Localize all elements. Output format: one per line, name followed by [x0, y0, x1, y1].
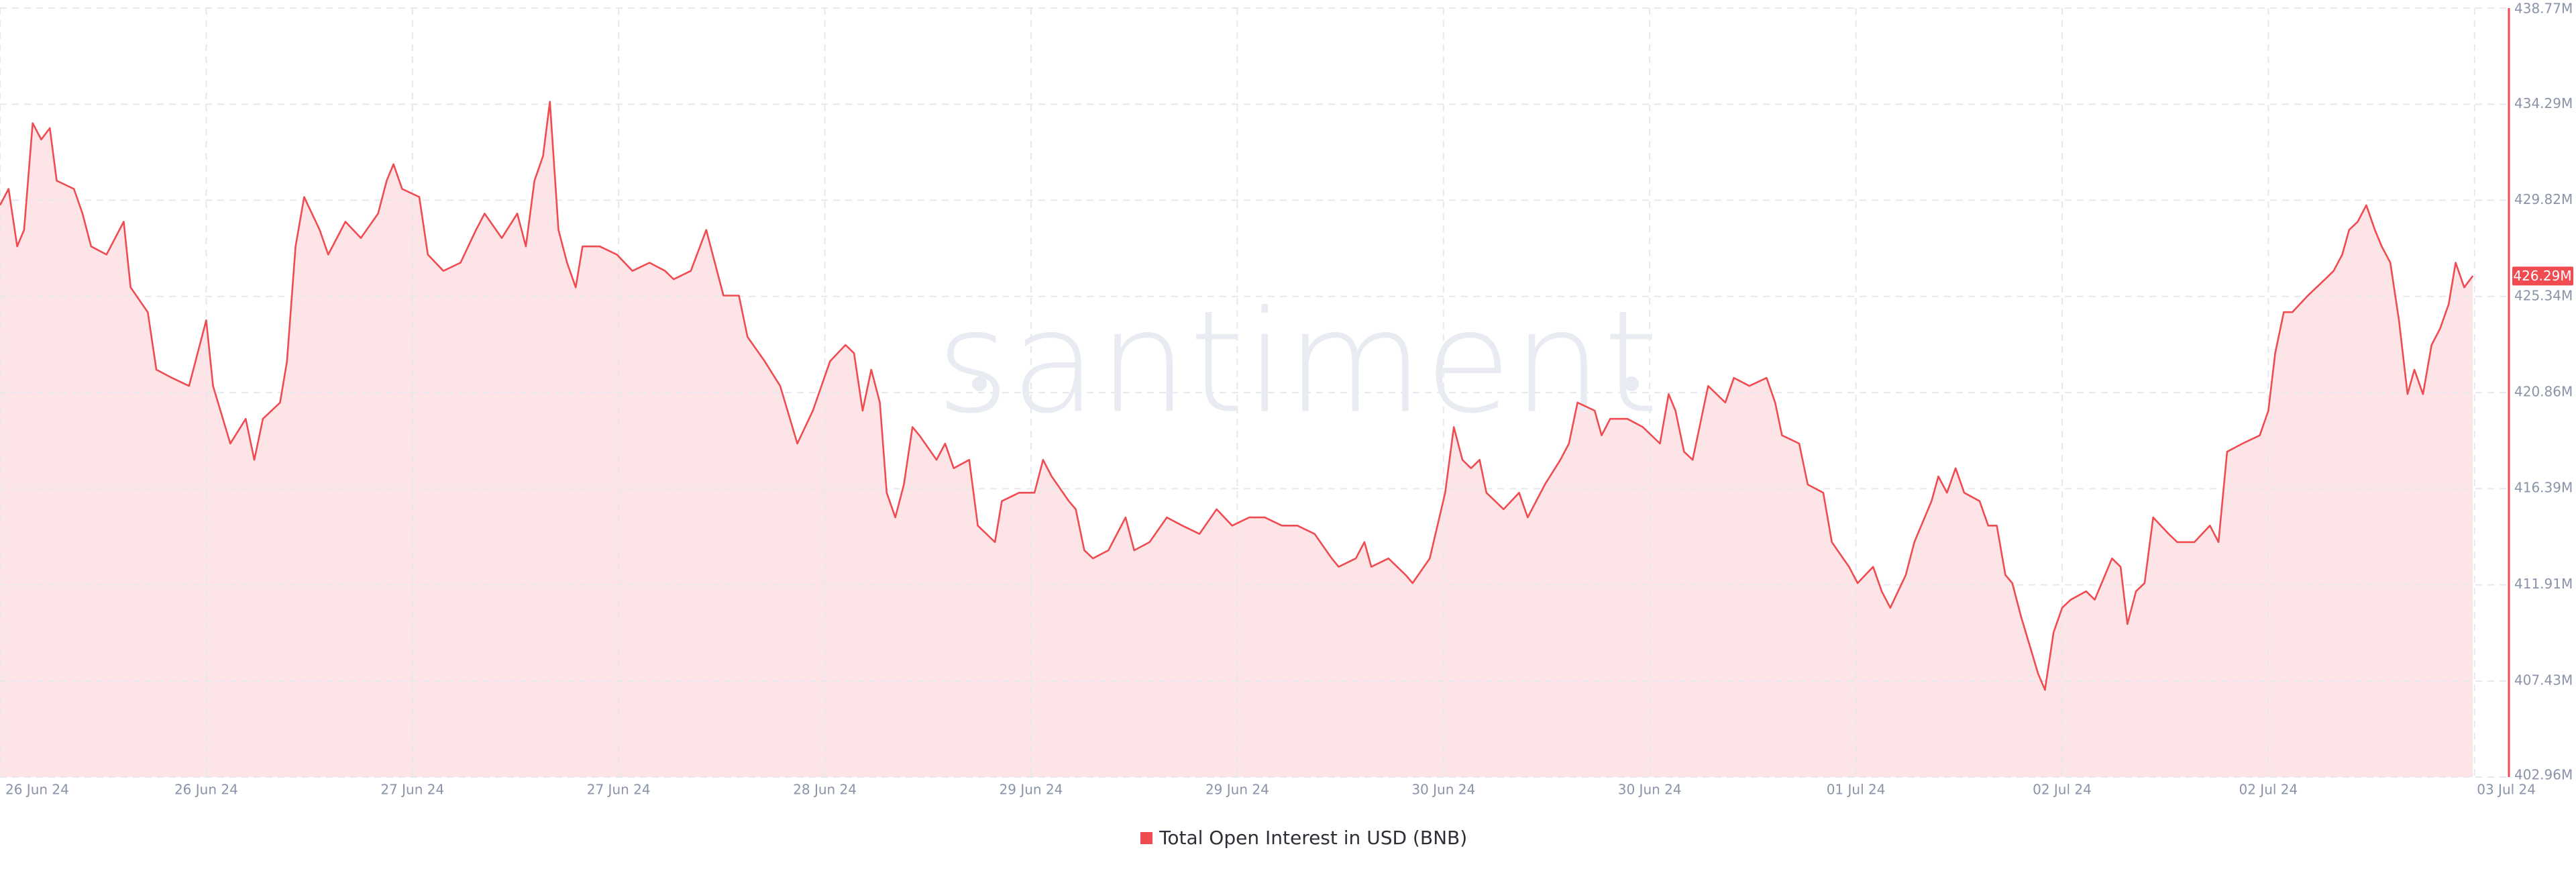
- x-tick-label: 29 Jun 24: [1205, 782, 1269, 798]
- line: [0, 101, 2474, 691]
- y-tick-label: 411.91M: [2514, 576, 2573, 592]
- x-tick-label: 03 Jul 24: [2477, 782, 2536, 798]
- y-tick-label: 425.34M: [2514, 287, 2573, 303]
- x-tick-label: 26 Jun 24: [174, 782, 238, 798]
- x-tick-label: 30 Jun 24: [1411, 782, 1475, 798]
- watermark-dot: [972, 376, 987, 391]
- grid: [0, 7, 2509, 778]
- x-tick-label: 01 Jul 24: [1827, 782, 1886, 798]
- y-tick-label: 420.86M: [2514, 384, 2573, 400]
- y-tick-label: 434.29M: [2514, 95, 2573, 111]
- x-tick-label: 30 Jun 24: [1618, 782, 1682, 798]
- y-tick-label: 438.77M: [2514, 1, 2573, 17]
- y-tick-label: 402.96M: [2514, 767, 2573, 783]
- y-tick-label: 416.39M: [2514, 480, 2573, 496]
- x-tick-label: 27 Jun 24: [380, 782, 444, 798]
- x-tick-label: 02 Jul 24: [2033, 782, 2092, 798]
- x-tick-label: 02 Jul 24: [2239, 782, 2298, 798]
- x-tick-label: 29 Jun 24: [1000, 782, 1063, 798]
- x-tick-label: 26 Jun 24: [5, 782, 69, 798]
- area: [0, 101, 2473, 777]
- y-tick-label: 429.82M: [2514, 191, 2573, 207]
- current-value-tag: [2512, 266, 2573, 286]
- x-tick-label: 28 Jun 24: [793, 782, 857, 798]
- watermark-dot: [1624, 376, 1639, 391]
- watermark-text: santiment: [936, 280, 1660, 445]
- x-tick-label: 27 Jun 24: [587, 782, 651, 798]
- watermark: santiment: [936, 280, 1660, 445]
- legend-label: Total Open Interest in USD (BNB): [1159, 827, 1467, 849]
- legend-swatch: [1140, 832, 1152, 844]
- current-value-label: 426.29M: [2513, 268, 2571, 284]
- y-tick-label: 407.43M: [2514, 672, 2573, 688]
